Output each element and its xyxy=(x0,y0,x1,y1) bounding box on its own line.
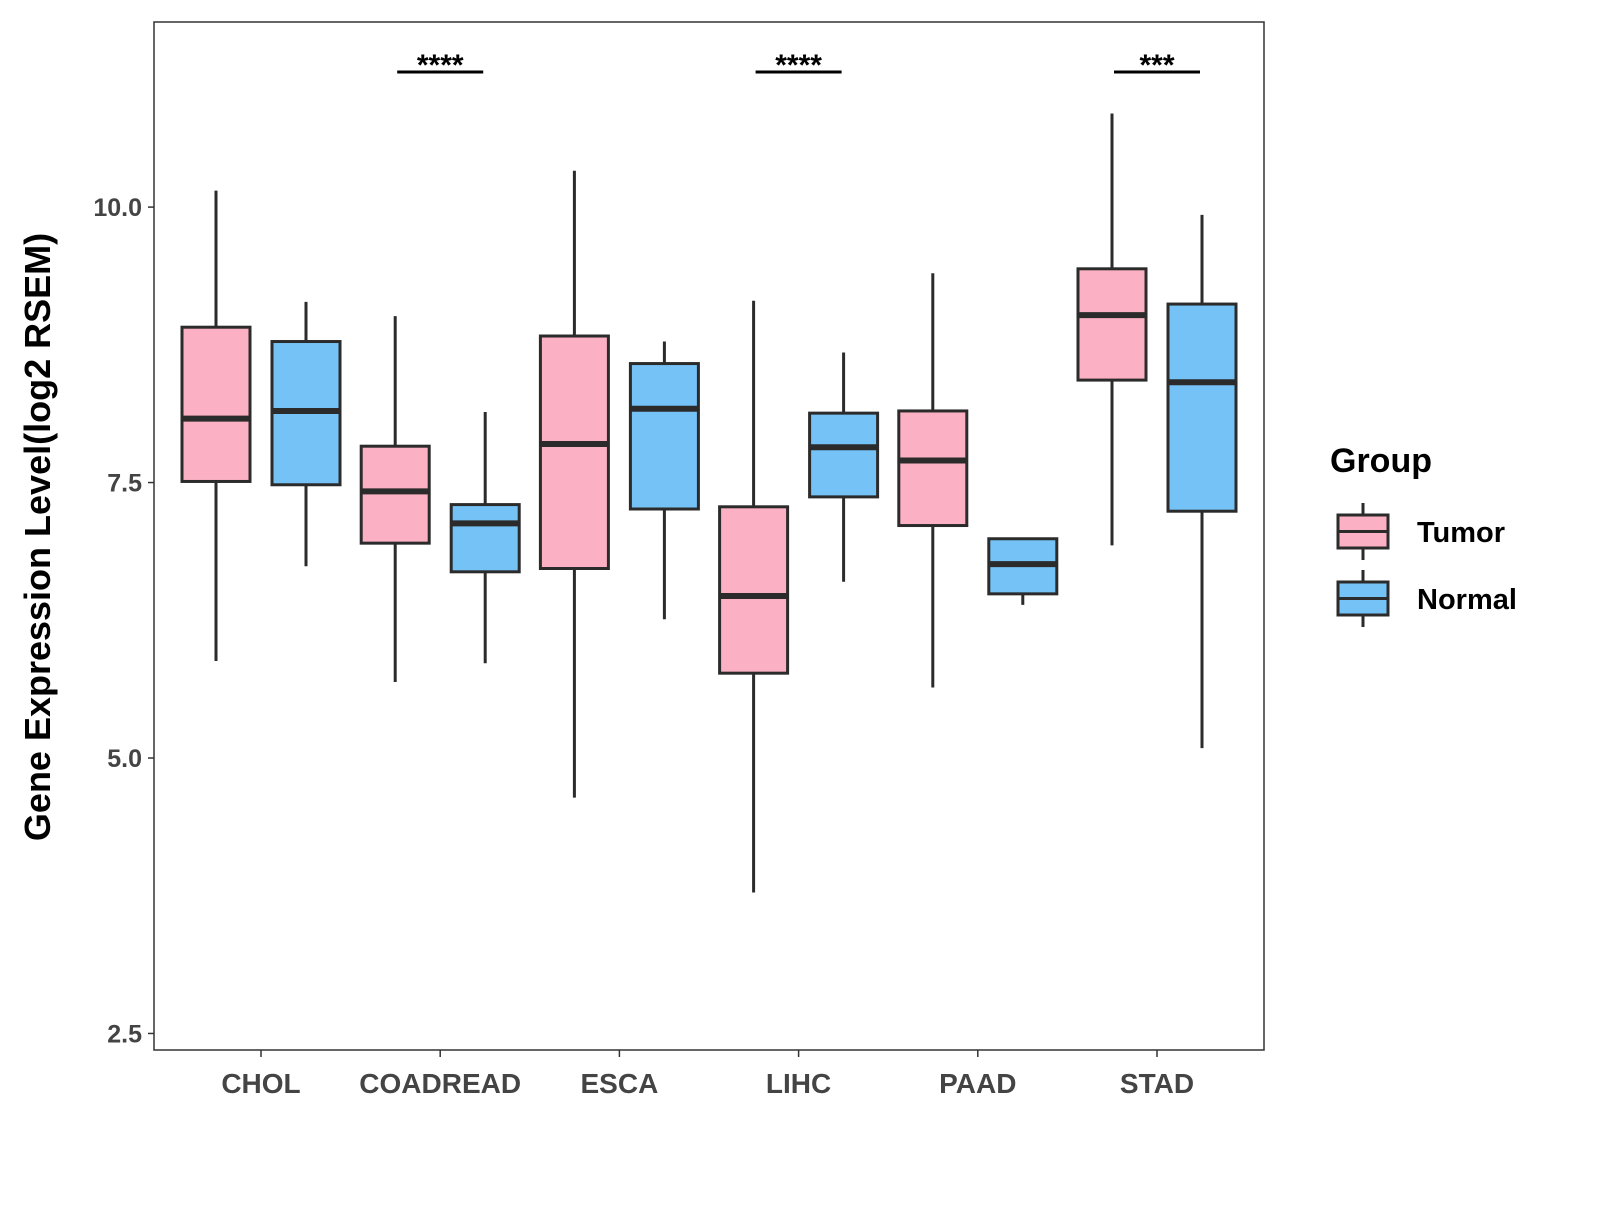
box-normal xyxy=(628,362,700,511)
x-tick-label: COADREAD xyxy=(359,1068,521,1099)
x-tick-label: ESCA xyxy=(581,1068,659,1099)
box-tumor xyxy=(359,444,431,545)
significance-label: *** xyxy=(1139,49,1174,82)
plot-panel xyxy=(153,21,1265,1051)
legend-label-tumor: Tumor xyxy=(1417,517,1505,549)
y-axis-label: Gene Expression Level(log2 RSEM) xyxy=(17,233,58,841)
y-tick-label: 5.0 xyxy=(107,745,142,773)
y-tick-label: 7.5 xyxy=(107,470,142,498)
x-tick-label: CHOL xyxy=(221,1068,300,1099)
x-tick-label: LIHC xyxy=(766,1068,831,1099)
significance-label: **** xyxy=(417,49,464,82)
box-normal xyxy=(449,503,521,574)
y-tick-label: 10.0 xyxy=(93,194,142,222)
box-tumor xyxy=(1076,267,1148,382)
box-tumor xyxy=(538,334,610,571)
box-normal xyxy=(1166,302,1238,513)
box-tumor xyxy=(180,325,252,483)
legend-label-normal: Normal xyxy=(1417,584,1517,616)
x-tick-label: PAAD xyxy=(939,1068,1016,1099)
x-tick-label: STAD xyxy=(1120,1068,1194,1099)
box-normal xyxy=(808,411,880,499)
legend-title: Group xyxy=(1330,442,1432,480)
significance-label: **** xyxy=(775,49,822,82)
box-tumor xyxy=(718,505,790,675)
box-tumor xyxy=(897,409,969,528)
y-tick-label: 2.5 xyxy=(107,1020,142,1048)
